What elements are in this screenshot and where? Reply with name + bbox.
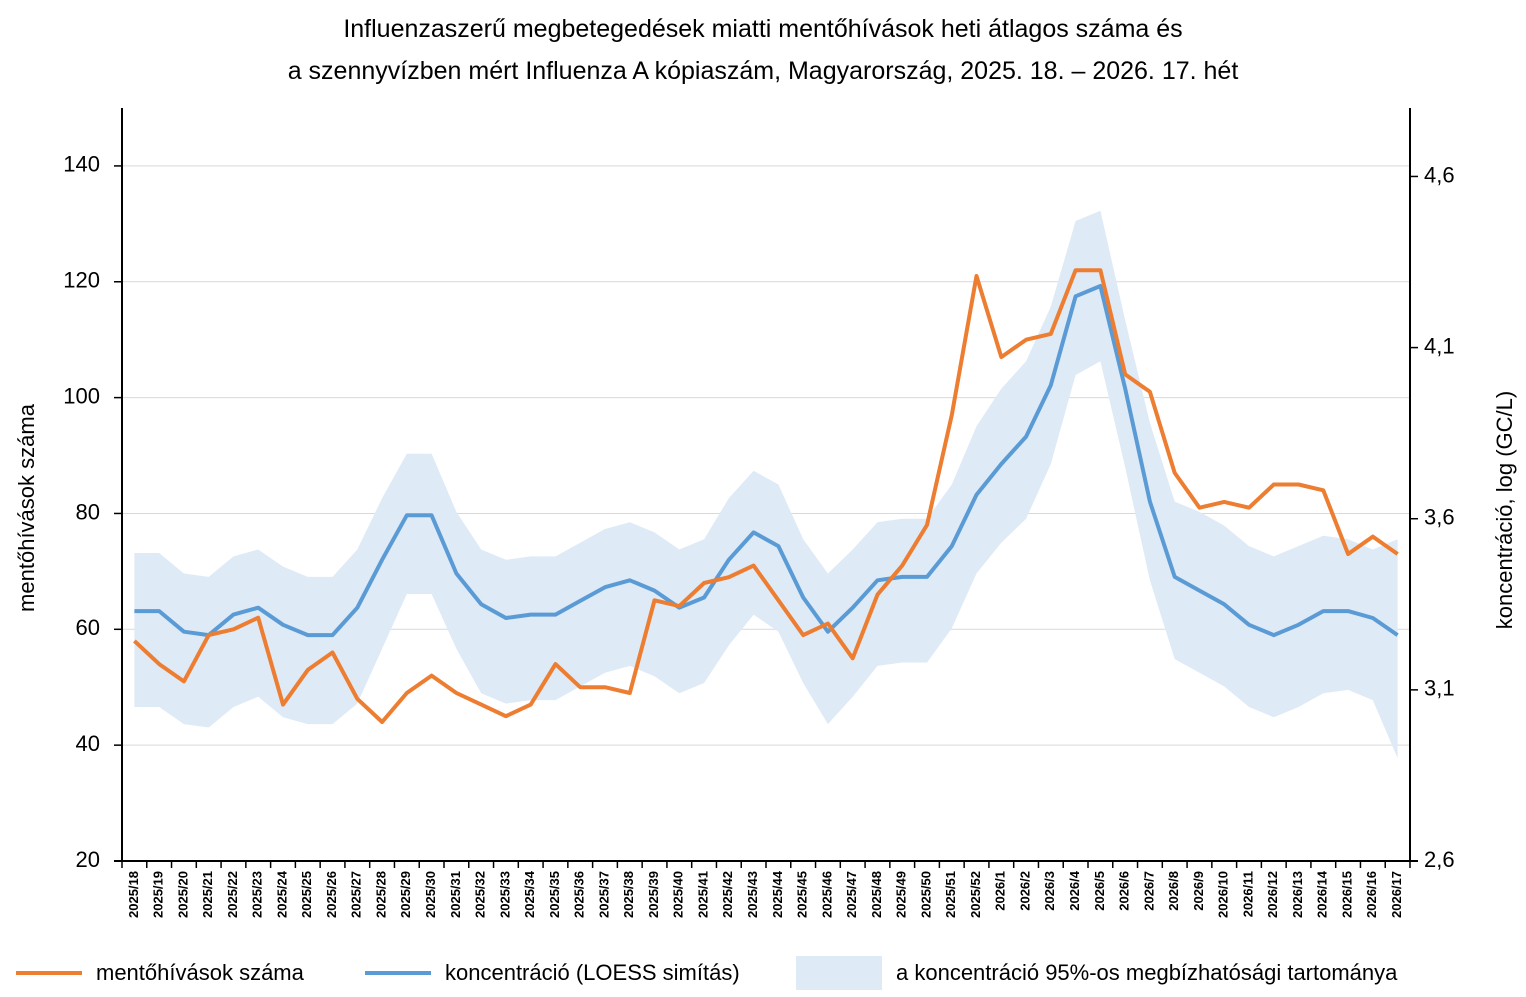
x-tick-label: 2025/24 — [274, 870, 289, 918]
x-tick-label: 2025/49 — [894, 871, 909, 918]
left-tick-label: 20 — [76, 847, 100, 872]
x-tick-label: 2026/2 — [1018, 871, 1033, 911]
x-tick-label: 2025/43 — [745, 871, 760, 918]
x-tick-label: 2026/10 — [1216, 871, 1231, 918]
confidence-band — [134, 210, 1398, 759]
left-tick-label: 100 — [63, 383, 100, 408]
right-tick-label: 3,6 — [1424, 505, 1455, 530]
right-tick-label: 4,1 — [1424, 333, 1455, 358]
chart-title: Influenzaszerű megbetegedések miatti men… — [343, 15, 1183, 43]
left-tick-label: 140 — [63, 152, 100, 177]
left-tick-label: 60 — [76, 615, 100, 640]
x-tick-label: 2025/27 — [349, 871, 364, 918]
x-tick-label: 2025/29 — [398, 871, 413, 918]
x-tick-label: 2025/22 — [225, 871, 240, 918]
x-tick-label: 2026/9 — [1191, 871, 1206, 911]
x-tick-label: 2026/6 — [1117, 871, 1132, 911]
x-tick-label: 2025/50 — [918, 871, 933, 918]
x-tick-label: 2025/41 — [696, 871, 711, 918]
x-tick-label: 2025/40 — [671, 871, 686, 918]
x-tick-label: 2026/5 — [1092, 871, 1107, 911]
x-tick-label: 2025/51 — [943, 871, 958, 918]
x-tick-label: 2026/13 — [1290, 871, 1305, 918]
x-tick-label: 2025/33 — [497, 871, 512, 918]
x-tick-label: 2025/25 — [299, 871, 314, 918]
right-axis-ticks: 2,6 3,1 3,6 4,1 4,6 — [1410, 162, 1455, 872]
chart-subtitle: a szennyvízben mért Influenza A kópiaszá… — [287, 57, 1239, 85]
x-tick-label: 2026/17 — [1389, 871, 1404, 918]
x-tick-label: 2025/20 — [175, 871, 190, 918]
x-tick-label: 2025/47 — [844, 871, 859, 918]
legend-swatch-calls — [16, 971, 82, 975]
left-tick-label: 40 — [76, 731, 100, 756]
x-tick-label: 2026/7 — [1141, 871, 1156, 911]
x-tick-label: 2025/36 — [572, 871, 587, 918]
left-tick-label: 120 — [63, 268, 100, 293]
x-tick-label: 2025/46 — [819, 871, 834, 918]
x-tick-label: 2025/31 — [448, 871, 463, 918]
legend-item-concentration: koncentráció (LOESS simítás) — [365, 955, 740, 991]
x-tick-label: 2025/23 — [250, 871, 265, 918]
x-tick-label: 2026/1 — [993, 871, 1008, 911]
x-tick-label: 2026/8 — [1166, 871, 1181, 911]
right-tick-label: 2,6 — [1424, 847, 1455, 872]
x-tick-label: 2025/21 — [200, 871, 215, 918]
x-axis-ticks: 2025/18 2025/19 2025/20 2025/21 2025/22 2025/… — [121, 861, 1411, 918]
x-tick-label: 2025/28 — [374, 871, 389, 918]
legend-item-calls: mentőhívások száma — [16, 955, 304, 991]
x-tick-label: 2025/52 — [968, 871, 983, 918]
legend-item-band: a koncentráció 95%-os megbízhatósági tar… — [796, 955, 1397, 991]
x-tick-label: 2026/16 — [1364, 871, 1379, 918]
x-tick-label: 2025/26 — [324, 871, 339, 918]
x-tick-label: 2026/12 — [1265, 871, 1280, 918]
legend-swatch-concentration — [365, 971, 431, 975]
x-tick-label: 2025/44 — [770, 870, 785, 918]
y-axis-title-left: mentőhívások száma — [14, 403, 39, 612]
x-tick-label: 2025/38 — [621, 871, 636, 918]
x-tick-label: 2026/15 — [1340, 871, 1355, 918]
legend-label-calls: mentőhívások száma — [96, 960, 304, 985]
x-tick-label: 2026/14 — [1315, 870, 1330, 918]
x-tick-label: 2026/4 — [1067, 870, 1082, 911]
series-line-concentration — [134, 284, 1399, 638]
legend-label-concentration: koncentráció (LOESS simítás) — [445, 960, 740, 985]
x-tick-label: 2025/18 — [126, 871, 141, 918]
legend-label-band: a koncentráció 95%-os megbízhatósági tar… — [896, 960, 1398, 985]
left-tick-label: 80 — [76, 499, 100, 524]
x-tick-label: 2025/34 — [522, 870, 537, 918]
x-tick-label: 2025/45 — [795, 871, 810, 918]
x-tick-label: 2025/32 — [473, 871, 488, 918]
x-tick-label: 2026/11 — [1240, 871, 1255, 917]
y-axis-title-right: koncentráció, log (GC/L) — [1492, 391, 1517, 629]
x-tick-label: 2025/35 — [547, 871, 562, 918]
legend-swatch-band — [796, 956, 882, 990]
x-tick-label: 2025/19 — [151, 871, 166, 918]
right-tick-label: 3,1 — [1424, 676, 1455, 701]
x-tick-label: 2025/48 — [869, 871, 884, 918]
x-tick-label: 2025/37 — [596, 871, 611, 918]
right-tick-label: 4,6 — [1424, 162, 1455, 187]
x-tick-label: 2025/39 — [646, 871, 661, 918]
x-tick-label: 2025/30 — [423, 871, 438, 918]
x-tick-label: 2025/42 — [720, 871, 735, 918]
left-axis-ticks: 20 40 60 80 100 120 140 — [63, 152, 122, 872]
x-tick-label: 2026/3 — [1042, 871, 1057, 911]
legend: mentőhívások száma koncentráció (LOESS s… — [0, 955, 1526, 991]
series-line-calls — [133, 268, 1399, 724]
